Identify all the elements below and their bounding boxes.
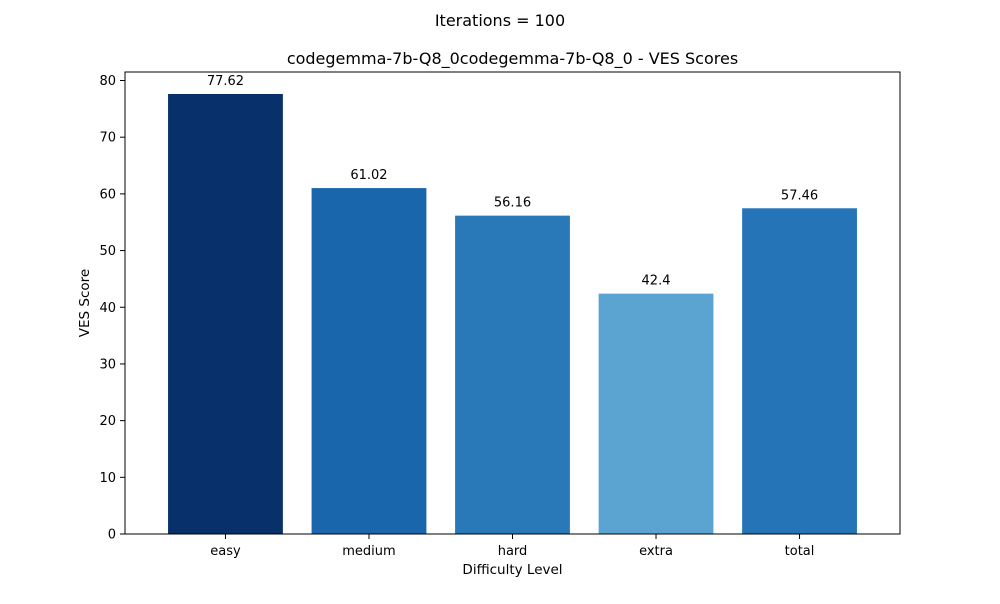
y-axis: 0 10 20 30 40 50 60 70 80 [99, 74, 125, 543]
value-label-extra: 42.4 [642, 274, 671, 289]
chart-suptitle: Iterations = 100 [435, 11, 565, 30]
bar-hard [455, 215, 570, 535]
y-tick-label-30: 30 [99, 357, 116, 372]
y-tick-label-40: 40 [99, 301, 116, 316]
y-tick-label-20: 20 [99, 414, 116, 429]
y-tick-label-70: 70 [99, 131, 116, 146]
bar-medium [311, 188, 427, 534]
x-tick-label-hard: hard [498, 544, 528, 559]
x-axis: easy medium hard extra total [210, 534, 814, 559]
bars-layer [168, 93, 857, 535]
y-tick-label-60: 60 [99, 187, 116, 202]
value-label-hard: 56.16 [494, 196, 531, 211]
value-labels-layer: 77.62 61.02 56.16 42.4 57.46 [207, 74, 818, 289]
value-label-medium: 61.02 [350, 168, 387, 183]
y-axis-label: VES Score [77, 269, 93, 337]
y-tick-label-0: 0 [108, 528, 116, 543]
value-label-easy: 77.62 [207, 74, 244, 89]
value-label-total: 57.46 [781, 188, 818, 203]
bar-extra [598, 293, 714, 534]
y-tick-label-50: 50 [99, 244, 116, 259]
plot-frame [124, 71, 901, 535]
chart-title: codegemma-7b-Q8_0codegemma-7b-Q8_0 - VES… [287, 49, 738, 69]
bar-total [742, 208, 857, 535]
x-tick-label-total: total [785, 544, 815, 559]
y-tick-label-10: 10 [99, 471, 116, 486]
x-tick-label-easy: easy [210, 544, 241, 559]
x-tick-label-medium: medium [342, 544, 395, 559]
x-axis-label: Difficulty Level [462, 562, 562, 578]
bar-easy [168, 93, 283, 534]
x-tick-label-extra: extra [639, 544, 673, 559]
y-tick-label-80: 80 [99, 74, 116, 89]
